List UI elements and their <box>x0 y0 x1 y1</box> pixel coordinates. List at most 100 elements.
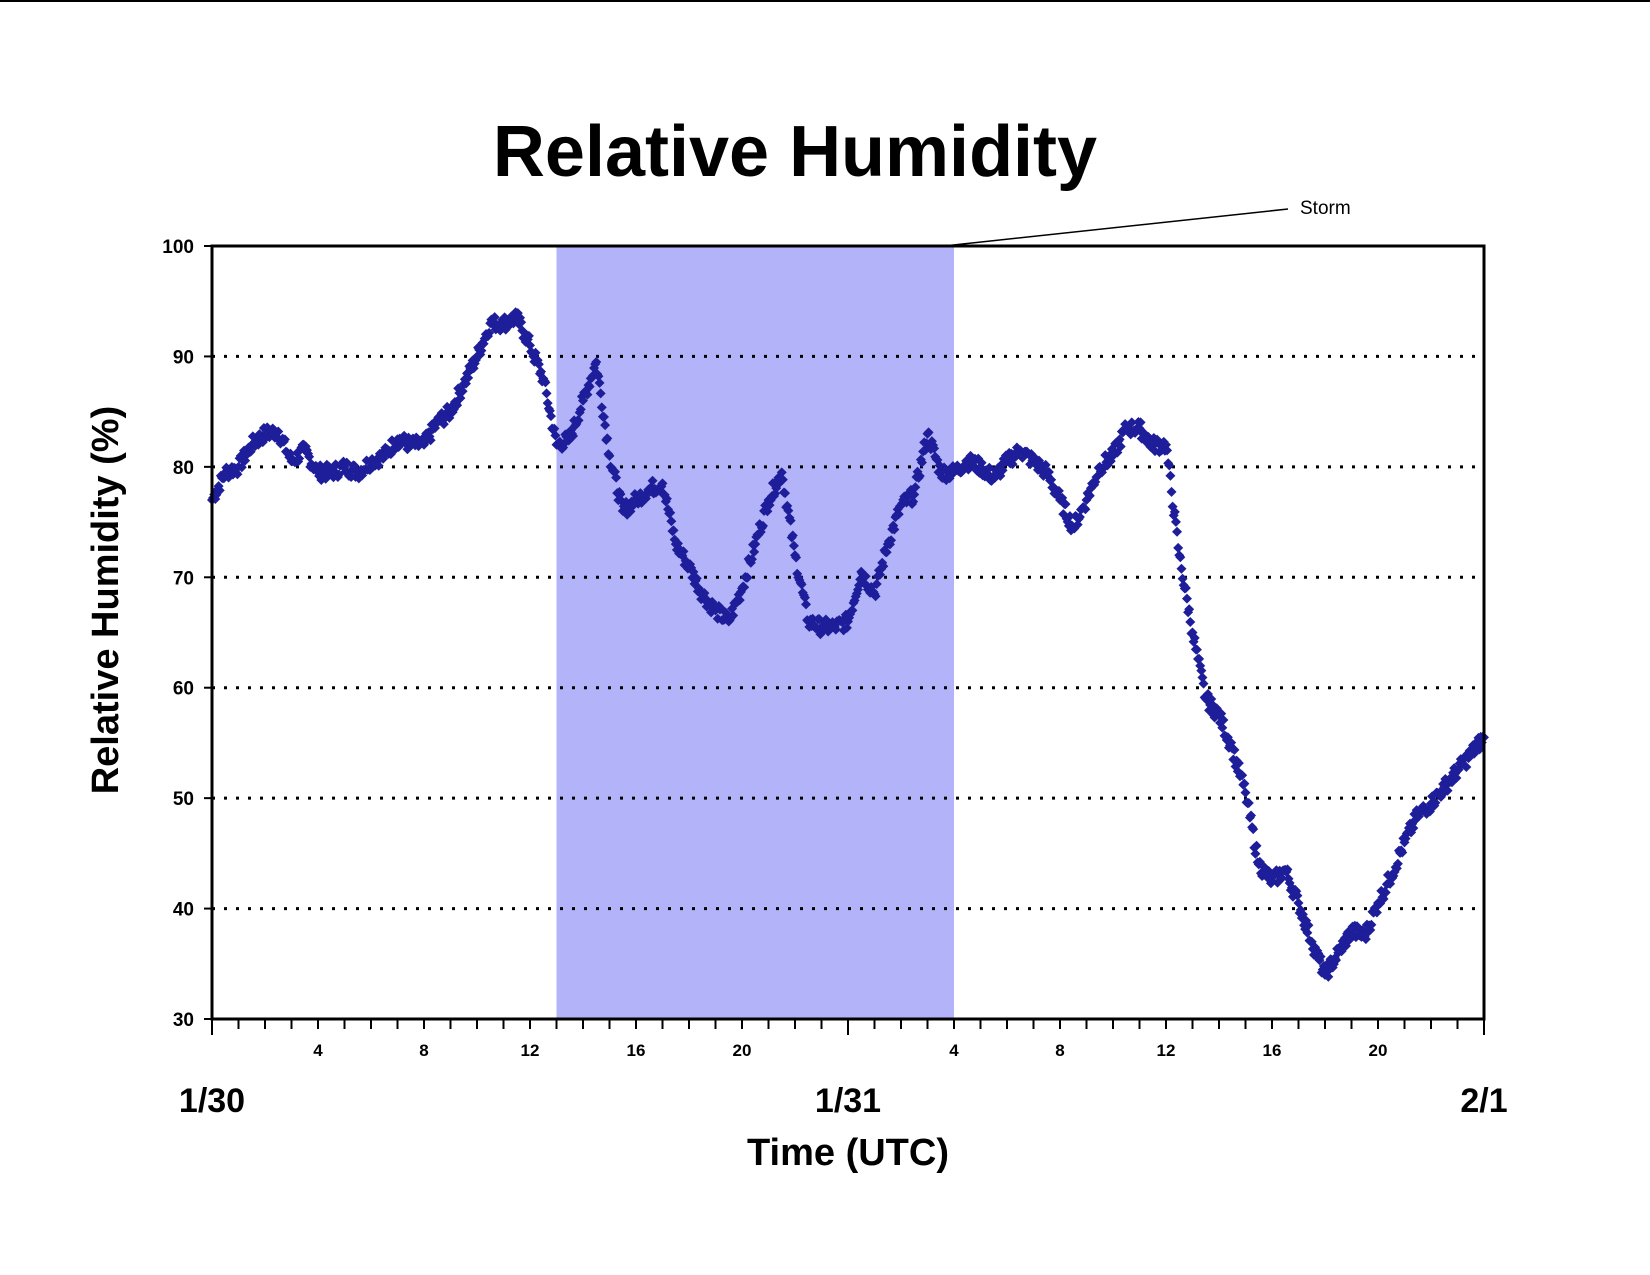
data-point <box>1189 632 1200 643</box>
y-axis-ticks: 30 40 50 60 70 80 90 100 <box>162 237 212 1031</box>
x-tick-label: 16 <box>627 1041 646 1060</box>
data-point <box>776 467 787 478</box>
data-point <box>530 347 541 358</box>
data-point <box>796 579 807 590</box>
data-point <box>279 434 290 445</box>
data-point <box>841 622 852 633</box>
x-axis-label: Time (UTC) <box>747 1132 949 1174</box>
data-point <box>914 470 925 481</box>
y-tick-label: 40 <box>173 900 194 921</box>
data-point <box>742 572 753 583</box>
data-point <box>1166 486 1177 497</box>
data-points <box>207 307 1489 982</box>
data-point <box>591 356 602 367</box>
data-point <box>860 571 871 582</box>
data-point <box>533 359 544 370</box>
data-point <box>1323 971 1334 982</box>
data-point <box>1191 644 1202 655</box>
data-point <box>1074 512 1085 523</box>
data-point <box>604 450 615 461</box>
data-point <box>661 493 672 504</box>
data-point <box>1248 824 1259 835</box>
data-point <box>1046 474 1057 485</box>
data-point <box>611 472 622 483</box>
data-point <box>1397 847 1408 858</box>
data-point <box>1371 907 1382 918</box>
data-point <box>777 474 788 485</box>
storm-annotation-line <box>943 208 1289 247</box>
data-point <box>578 395 588 406</box>
data-point <box>1040 459 1051 470</box>
data-point <box>881 547 892 558</box>
data-point <box>1115 441 1126 452</box>
data-point <box>568 430 579 441</box>
data-point <box>1392 858 1403 869</box>
data-point <box>1197 672 1208 683</box>
x-day-label: 1/31 <box>815 1082 881 1120</box>
data-point <box>878 561 889 572</box>
data-point <box>830 624 841 635</box>
data-point <box>886 535 897 546</box>
x-day-label: 2/1 <box>1460 1082 1507 1120</box>
data-point <box>1173 542 1184 553</box>
data-point <box>584 381 595 392</box>
data-point <box>746 554 757 565</box>
data-point <box>1164 460 1175 471</box>
data-point <box>1292 890 1303 901</box>
data-point <box>1217 722 1228 733</box>
data-point <box>1302 927 1313 938</box>
data-point <box>1114 434 1125 445</box>
data-point <box>889 524 900 535</box>
data-point <box>573 415 584 426</box>
data-point <box>598 411 609 422</box>
data-point <box>791 552 802 563</box>
chart-title: Relative Humidity <box>493 112 1097 192</box>
data-point <box>657 478 668 489</box>
x-tick-label: 12 <box>521 1041 540 1060</box>
data-point <box>575 404 586 415</box>
data-point <box>909 489 920 500</box>
data-point <box>1177 573 1188 584</box>
data-point <box>516 317 527 328</box>
data-point <box>893 509 904 520</box>
data-point <box>1084 490 1095 501</box>
data-point <box>908 496 919 507</box>
top-border-line <box>0 0 1650 2</box>
data-point <box>728 610 739 621</box>
data-point <box>1451 773 1462 784</box>
data-point <box>647 475 658 486</box>
data-point <box>1408 823 1419 834</box>
data-point <box>1053 485 1064 496</box>
data-point <box>545 411 556 422</box>
y-tick-label: 90 <box>173 347 194 368</box>
x-tick-label: 16 <box>1263 1041 1282 1060</box>
data-point <box>523 330 534 341</box>
data-point <box>1170 516 1181 527</box>
data-point <box>801 599 812 610</box>
x-tick-label: 8 <box>1055 1041 1064 1060</box>
data-point <box>1315 951 1326 962</box>
data-point <box>847 605 858 616</box>
x-axis-ticks: 4 8 12 16 20 4 8 12 16 20 1/30 1/31 2/1 <box>179 1019 1508 1120</box>
data-point <box>489 312 500 323</box>
data-point <box>596 402 607 413</box>
data-point <box>1229 744 1240 755</box>
data-point <box>1169 506 1180 517</box>
data-point <box>1080 504 1091 515</box>
data-point <box>923 427 934 438</box>
data-point <box>1303 920 1314 931</box>
data-point <box>807 613 818 624</box>
data-point <box>783 505 794 516</box>
data-point <box>976 457 987 468</box>
data-point <box>594 377 605 388</box>
data-point <box>484 327 495 338</box>
data-point <box>1165 470 1176 481</box>
y-tick-label: 50 <box>173 789 194 810</box>
data-point <box>602 433 613 444</box>
data-point <box>273 426 284 437</box>
data-point <box>785 515 796 526</box>
data-point <box>593 371 604 382</box>
storm-annotation-label: Storm <box>1300 198 1351 219</box>
data-point <box>1218 715 1229 726</box>
data-point <box>452 400 463 411</box>
